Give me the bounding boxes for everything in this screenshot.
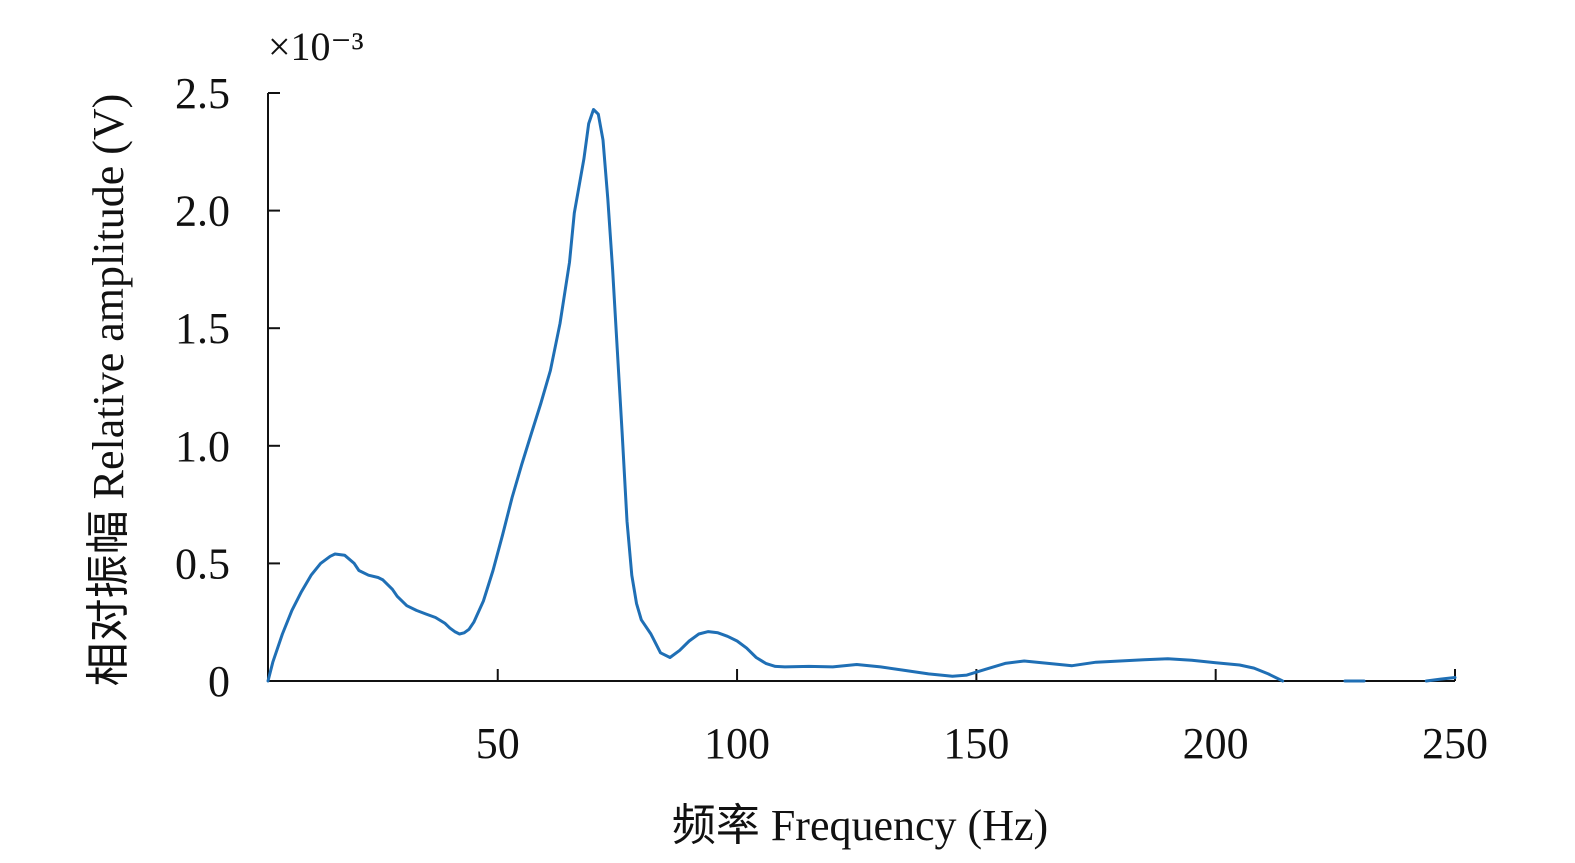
y-scale-label: ×10⁻³: [268, 24, 364, 69]
series-group: [266, 108, 1457, 683]
y-tick-label: 0: [208, 657, 230, 706]
y-tick-label: 1.0: [175, 422, 230, 471]
series-line: [266, 108, 1285, 683]
x-tick-label: 200: [1183, 719, 1249, 768]
y-axis-ticks: 0 0.5 1.0 1.5 2.0 2.5: [175, 69, 280, 706]
x-axis-ticks: 50 100 150 200 250: [476, 669, 1488, 768]
x-tick-label: 50: [476, 719, 520, 768]
x-tick-label: 100: [704, 719, 770, 768]
x-axis-title: 频率 Frequency (Hz): [672, 801, 1048, 850]
x-tick-label: 150: [943, 719, 1009, 768]
y-axis-title: 相对振幅 Relative amplitude (V): [84, 94, 133, 687]
x-tick-label: 250: [1422, 719, 1488, 768]
series-line: [1424, 676, 1457, 683]
y-tick-label: 0.5: [175, 539, 230, 588]
y-tick-label: 1.5: [175, 304, 230, 353]
y-tick-label: 2.5: [175, 69, 230, 118]
y-tick-label: 2.0: [175, 187, 230, 236]
